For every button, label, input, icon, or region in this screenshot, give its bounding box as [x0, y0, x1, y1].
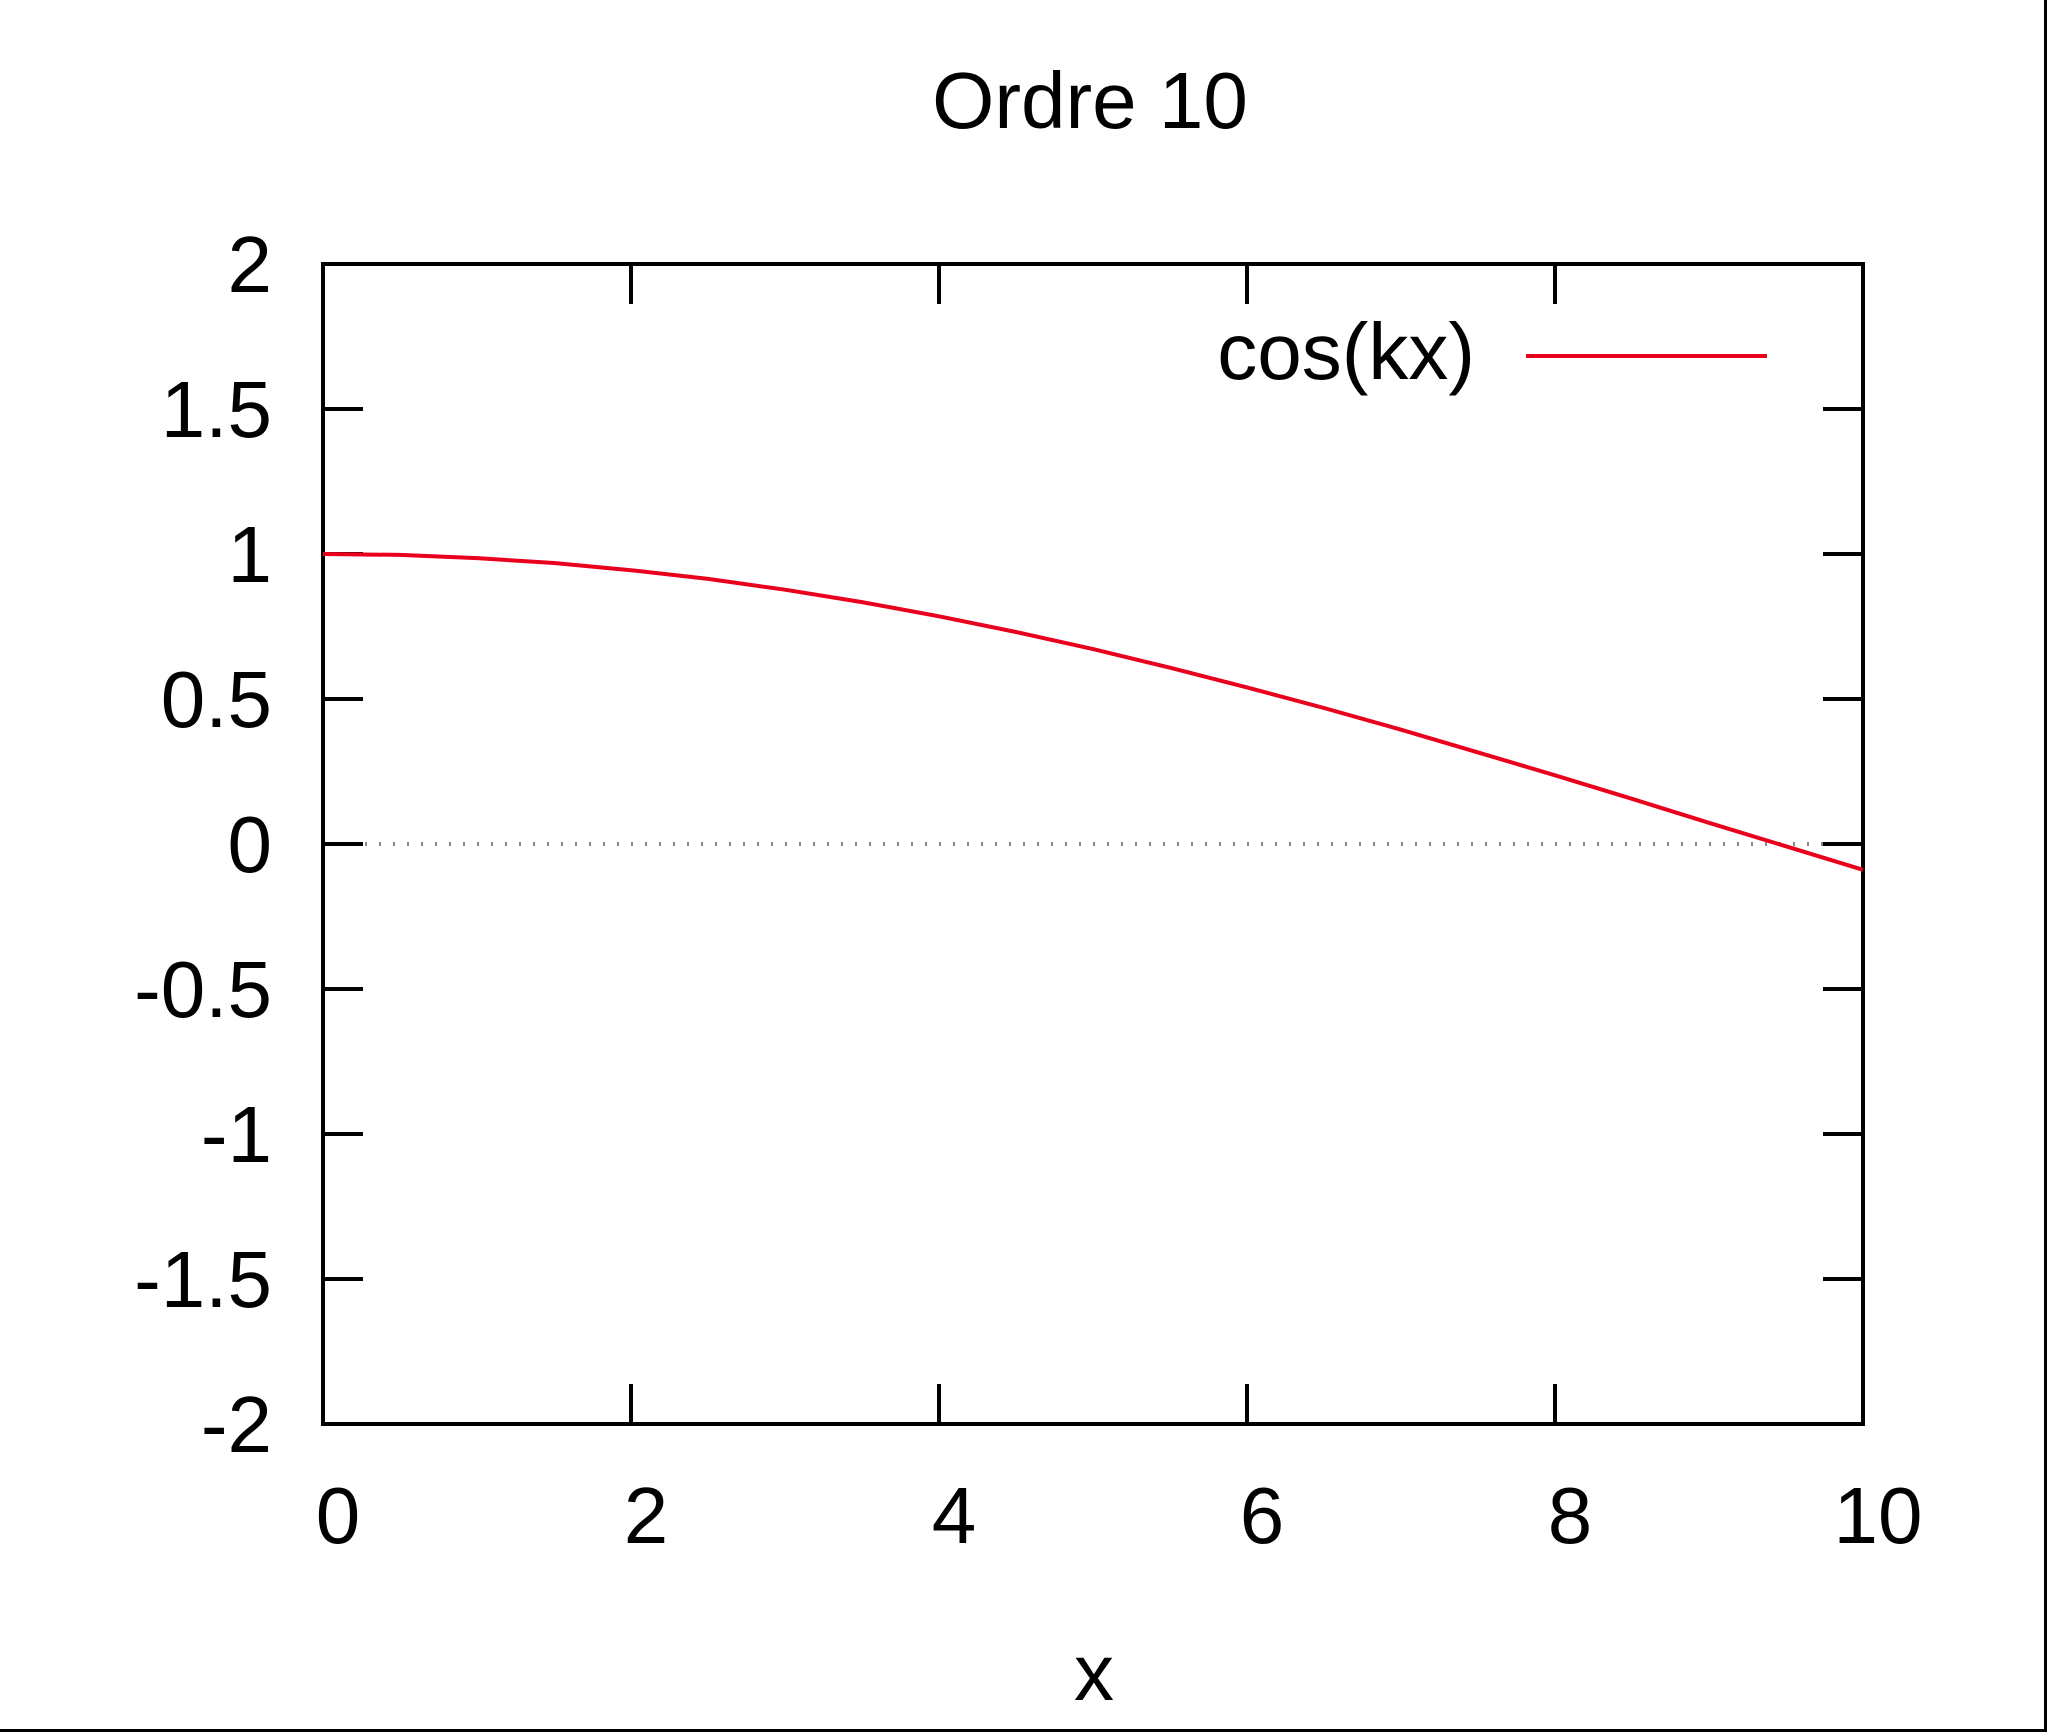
x-tick-label: 10	[1834, 1471, 1923, 1560]
y-tick-label: -1	[201, 1090, 272, 1179]
y-tick-label: 2	[228, 220, 273, 309]
chart-title: Ordre 10	[932, 56, 1248, 145]
x-axis-label: x	[1074, 1628, 1114, 1717]
x-tick-label: 4	[932, 1471, 977, 1560]
x-tick-label: 8	[1548, 1471, 1593, 1560]
y-tick-label: -1.5	[134, 1235, 272, 1324]
legend-label: cos(kx)	[1217, 307, 1475, 396]
x-tick-label: 2	[624, 1471, 669, 1560]
x-tick-label: 0	[316, 1471, 361, 1560]
y-tick-label: -2	[201, 1380, 272, 1469]
series-line-cos-kx	[322, 552, 1864, 872]
plot-frame	[321, 262, 1865, 1426]
y-tick-label: 1.5	[161, 365, 272, 454]
y-tick-label: 0	[228, 800, 273, 889]
y-tick-label: -0.5	[134, 945, 272, 1034]
y-tick-label: 1	[228, 510, 273, 599]
y-tick-label: 0.5	[161, 655, 272, 744]
x-tick-label: 6	[1240, 1471, 1285, 1560]
